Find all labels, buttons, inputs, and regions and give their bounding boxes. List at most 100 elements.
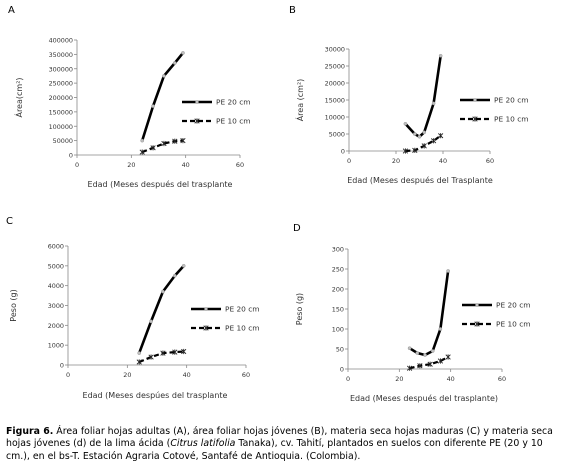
data-point <box>148 354 154 360</box>
legend-marker <box>195 100 199 104</box>
panel-letter: C <box>6 216 13 227</box>
y-tick-label: 50 <box>336 346 344 354</box>
y-tick-label: 0 <box>340 366 344 374</box>
x-axis-title: Edad (Meses despúes del trasplante <box>83 391 228 400</box>
x-tick-label: 0 <box>347 157 351 165</box>
y-tick-label: 150000 <box>49 108 73 116</box>
x-tick-label: 20 <box>123 371 131 379</box>
y-tick-label: 15000 <box>325 97 345 105</box>
y-tick-label: 0 <box>60 362 64 370</box>
y-tick-label: 6000 <box>48 243 64 251</box>
data-point <box>446 269 450 273</box>
y-tick-label: 350000 <box>49 51 73 59</box>
caption-species: Citrus latifolia <box>170 438 236 450</box>
data-point <box>161 140 167 147</box>
data-point <box>417 363 423 369</box>
legend-label: PE 10 cm <box>225 324 260 333</box>
y-tick-label: 20000 <box>325 80 345 88</box>
data-point <box>140 138 144 143</box>
y-tick-label: 400000 <box>49 37 73 45</box>
series-line <box>138 350 184 364</box>
x-tick-label: 20 <box>395 375 403 383</box>
chart-panel-a: A 0 50000 100000 150000 200000 250000 300000 350… <box>8 5 251 189</box>
data-point <box>422 130 427 135</box>
data-point <box>160 350 166 356</box>
data-point <box>421 143 427 149</box>
y-tick-label: 250000 <box>49 80 73 88</box>
data-point <box>445 354 451 360</box>
legend-marker <box>474 321 480 327</box>
y-tick-label: 100000 <box>49 123 73 131</box>
data-point <box>427 361 433 367</box>
series-line <box>408 270 450 357</box>
figure-panels: A050000100000150000200000250000300000350… <box>6 5 531 403</box>
data-point <box>181 348 187 355</box>
data-point <box>438 54 443 58</box>
y-tick-label: 50000 <box>53 137 73 145</box>
x-tick-label: 60 <box>498 375 506 383</box>
data-point <box>403 122 408 126</box>
data-point <box>151 104 155 108</box>
legend-marker <box>194 118 200 124</box>
legend-label: PE 20 cm <box>494 96 529 105</box>
x-tick-label: 20 <box>392 157 400 165</box>
legend-label: PE 20 cm <box>216 98 251 107</box>
x-tick-label: 60 <box>236 161 244 169</box>
data-point <box>172 273 177 278</box>
legend-label: PE 20 cm <box>496 301 531 310</box>
y-tick-label: 300000 <box>49 65 73 73</box>
data-point <box>407 346 412 351</box>
series-line <box>137 264 185 354</box>
data-point <box>415 351 420 355</box>
y-tick-label: 2000 <box>48 322 64 330</box>
y-tick-label: 0 <box>69 152 73 160</box>
data-point <box>417 134 422 139</box>
x-tick-label: 0 <box>66 371 70 379</box>
data-point <box>149 319 153 324</box>
data-point <box>150 145 156 151</box>
legend-label: PE 20 cm <box>225 305 260 314</box>
data-point <box>412 147 418 153</box>
y-tick-label: 100 <box>332 326 344 334</box>
data-point <box>172 138 178 144</box>
panel-letter: A <box>8 5 15 16</box>
x-axis-title: Edad (Meses después del trasplante) <box>350 393 498 403</box>
x-axis-title: Edad (Meses después del trasplante <box>88 179 233 189</box>
x-tick-label: 60 <box>486 157 494 165</box>
caption-text-2: Tanaka), cv. Tahití, plantados en suelos… <box>6 438 543 462</box>
x-tick-label: 0 <box>346 375 350 383</box>
y-tick-label: 5000 <box>329 131 345 139</box>
legend-marker <box>473 98 477 102</box>
x-tick-label: 40 <box>447 375 455 383</box>
y-tick-label: 10000 <box>325 114 345 122</box>
x-tick-label: 60 <box>242 371 250 379</box>
y-tick-label: 0 <box>341 148 345 156</box>
legend-marker <box>475 303 479 307</box>
series-line <box>404 55 442 139</box>
y-tick-label: 25000 <box>325 63 345 71</box>
x-tick-label: 20 <box>127 161 135 169</box>
x-tick-label: 0 <box>75 161 79 169</box>
legend-marker <box>204 307 208 311</box>
data-point <box>136 359 142 365</box>
y-tick-label: 30000 <box>325 46 345 54</box>
chart-panel-c: C 0 1000 2000 3000 4000 5000 6000 0 20 40 60 Peso (g… <box>6 216 260 400</box>
legend-label: PE 10 cm <box>494 115 529 124</box>
data-point <box>406 365 413 371</box>
y-tick-label: 1000 <box>48 342 64 350</box>
data-point <box>162 74 166 78</box>
y-tick-label: 250 <box>332 266 344 274</box>
series-line <box>140 52 184 142</box>
data-point <box>137 351 141 355</box>
y-tick-label: 5000 <box>48 262 64 270</box>
data-point <box>412 132 417 136</box>
legend-label: PE 10 cm <box>496 320 531 329</box>
y-tick-label: 150 <box>332 306 344 314</box>
data-point <box>139 149 145 155</box>
y-axis-title: Peso (g) <box>9 289 18 321</box>
data-point <box>172 61 177 65</box>
data-point <box>172 349 178 355</box>
y-tick-label: 300 <box>332 246 344 254</box>
y-axis-title: Peso (g) <box>295 293 304 325</box>
data-point <box>438 327 443 331</box>
